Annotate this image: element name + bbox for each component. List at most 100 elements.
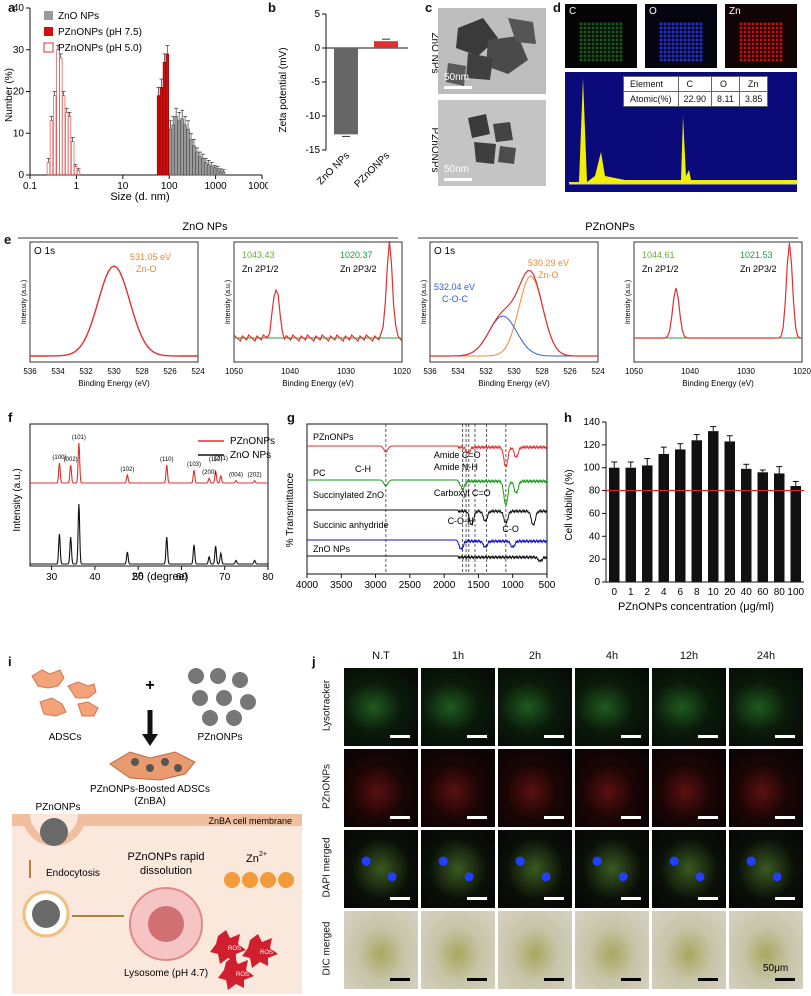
g-spectrum-1 [307, 478, 548, 506]
e-peak-value: 1043.43 [242, 250, 275, 260]
h-xlabel: PZnONPs concentration (μg/ml) [618, 601, 774, 613]
a-bar-s2 [59, 57, 63, 176]
g-series-label: Succinylated ZnO [313, 490, 384, 500]
e-xtick-label: 526 [163, 367, 177, 376]
c-label-pzno: PZnONPs [429, 127, 438, 172]
panel-letter-d: d [553, 0, 561, 15]
i-zn-label: Zn [246, 853, 259, 865]
a-bar-s2 [76, 170, 81, 176]
j-col-label: 4h [605, 650, 619, 662]
tem-scale-label-zno: 50nm [444, 72, 470, 83]
h-xtick-label: 80 [774, 587, 786, 598]
g-xtick-label: 500 [539, 580, 556, 591]
eds-th-o: O [711, 76, 740, 92]
panel-letter-g: g [287, 410, 295, 425]
a-bar-s1 [156, 95, 161, 176]
a-xlabel: Size (d. nm) [110, 191, 169, 203]
j-col-label: 12h [679, 650, 699, 662]
j-image-cell [729, 749, 803, 827]
f-xtick-label: 30 [46, 572, 58, 583]
panel-letter-e: e [4, 232, 12, 247]
eds-map-zn: Zn [725, 4, 797, 68]
h-xtick-label: 4 [661, 587, 667, 598]
h-bar [691, 440, 702, 582]
e-xtick-label: 1040 [681, 367, 699, 376]
a-ytick-label: 0 [18, 170, 24, 181]
chart-e-xps: ZnO NPs PZnONPs Intensity (a.u.) Binding … [18, 221, 811, 388]
e-xtick-label: 1040 [281, 367, 299, 376]
e-fit-coc [430, 315, 598, 357]
j-image-cell [575, 668, 649, 746]
i-diss-label: dissolution [140, 865, 192, 877]
e-box [633, 241, 803, 363]
j-image-cell [652, 911, 726, 989]
j-image-cell [652, 830, 726, 908]
e-peak-name: Zn-O [136, 264, 157, 274]
a-bar-s2 [46, 162, 51, 176]
pzno-particle-icon [40, 818, 68, 846]
panel-letter-c: c [425, 0, 433, 15]
j-row-label: Lysotracker [321, 679, 333, 732]
a-bar-s0 [215, 168, 220, 176]
j-image-cell [575, 911, 649, 989]
a-bar-s2 [52, 95, 57, 176]
j-image-cell [498, 668, 572, 746]
j-image-cell [344, 911, 418, 989]
f-peak-label: (102) [120, 467, 134, 473]
e-xtick-label: 532 [479, 367, 493, 376]
b-ytick-label: 5 [314, 9, 320, 20]
j-image-cell [729, 668, 803, 746]
b-ytick-label: 0 [314, 43, 320, 54]
eds-th-element: Element [623, 76, 679, 92]
e-xlabel: Binding Energy (eV) [478, 379, 550, 388]
f-legend-zno: ZnO NPs [230, 450, 271, 461]
f-peak-label: (004) [229, 473, 243, 479]
h-ytick-label: 140 [583, 417, 600, 428]
a-xtick-label: 10 [117, 181, 129, 192]
j-col-label: 24h [756, 650, 776, 662]
e-peak-name: Zn-O [538, 270, 559, 280]
g-series-label: Succinic anhydride [313, 520, 389, 530]
j-row-label: PZnONPs [321, 764, 333, 810]
b-xtick-label: PZnONPs [353, 150, 393, 190]
h-xtick-label: 10 [708, 587, 720, 598]
j-image-cell [498, 911, 572, 989]
h-ytick-label: 20 [589, 554, 601, 565]
a-bar-s1 [162, 61, 167, 176]
a-bar-s2 [67, 116, 72, 176]
a-bar-s0 [210, 166, 214, 176]
a-bar-s0 [192, 145, 196, 176]
e-xlabel: Binding Energy (eV) [78, 379, 150, 388]
chart-g-ftir: 4000 3500 3000 2500 2000 1500 1000 500 PZnONPs PC… [285, 423, 556, 591]
h-xtick-label: 1 [628, 587, 634, 598]
panel-letter-j: j [312, 654, 316, 669]
eds-map-zn-dots [739, 22, 783, 62]
panel-letter-f: f [8, 410, 13, 425]
h-bar [708, 431, 719, 582]
j-image-cell [344, 749, 418, 827]
e-peak-name: C-O-C [442, 294, 468, 304]
chart-f-xrd: 30 40 50 60 70 80 (100)(002) (101) (102) (110) (10… [12, 423, 275, 583]
j-image-cell [498, 830, 572, 908]
e-xtick-label: 1050 [225, 367, 243, 376]
h-xtick-label: 60 [757, 587, 769, 598]
f-peak-label: (101) [72, 435, 86, 441]
g-annotation: C-O [502, 524, 519, 534]
e-peak-value: 1021.53 [740, 250, 773, 260]
j-scalebar [621, 897, 641, 900]
b-ytick-label: -5 [311, 77, 320, 88]
a-ylabel: Number (%) [4, 68, 15, 122]
j-image-cell [344, 830, 418, 908]
schematic-i: ADSCs + PZnONPs PZnONPs-Boosted ADSCs (Z… [12, 668, 302, 994]
e-peak-value: 1044.61 [642, 250, 675, 260]
g-xtick-label: 4000 [296, 580, 319, 591]
f-peak-label: (200) [202, 470, 216, 476]
g-xtick-label: 2000 [433, 580, 456, 591]
e-peak-value: 532.04 eV [434, 282, 475, 292]
e-peak-value: 1020.37 [340, 250, 373, 260]
g-annotation: C-O-H [448, 516, 474, 526]
eds-spectrum: Element C O Zn Atomic(%) 22.90 8.11 3.85 [565, 72, 797, 192]
e-xtick-label: 528 [135, 367, 149, 376]
